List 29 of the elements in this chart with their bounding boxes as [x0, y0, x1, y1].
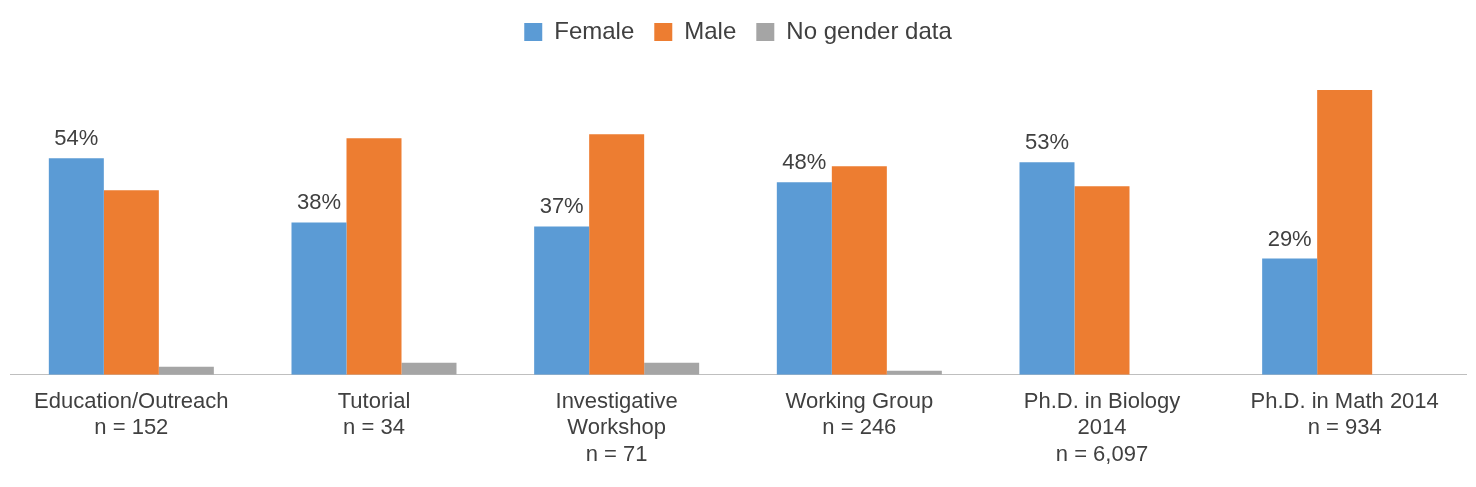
data-label: 48%	[782, 149, 827, 175]
legend-label: Male	[684, 16, 737, 44]
x-tick-label: Investigative Workshop n = 71	[555, 388, 678, 466]
legend-label: Female	[554, 16, 635, 44]
bar	[1317, 90, 1373, 375]
bar	[831, 166, 887, 375]
x-tick-label: Working Group n = 246	[785, 388, 934, 440]
data-label: 54%	[54, 125, 99, 151]
x-tick-label: Education/Outreach n = 152	[34, 388, 229, 440]
bar	[644, 362, 700, 375]
bar	[1074, 186, 1130, 375]
bar	[1019, 162, 1075, 375]
x-tick-label: Ph.D. in Math 2014 n = 934	[1250, 388, 1439, 440]
data-label: 53%	[1024, 129, 1070, 155]
legend-label: No gender data	[786, 16, 953, 44]
bar	[291, 222, 347, 375]
bar	[48, 158, 104, 375]
bar	[776, 182, 832, 375]
bar	[534, 226, 590, 375]
data-label: 37%	[539, 193, 584, 219]
bar	[1262, 258, 1318, 375]
x-tick-label: Ph.D. in Biology 2014 n = 6,097	[1023, 388, 1181, 466]
bar	[103, 190, 159, 375]
data-label: 29%	[1267, 225, 1312, 251]
bar	[346, 138, 402, 375]
bar	[401, 362, 457, 375]
bar	[589, 134, 645, 375]
x-tick-label: Tutorial n = 34	[337, 388, 411, 440]
data-label: 38%	[296, 189, 342, 215]
